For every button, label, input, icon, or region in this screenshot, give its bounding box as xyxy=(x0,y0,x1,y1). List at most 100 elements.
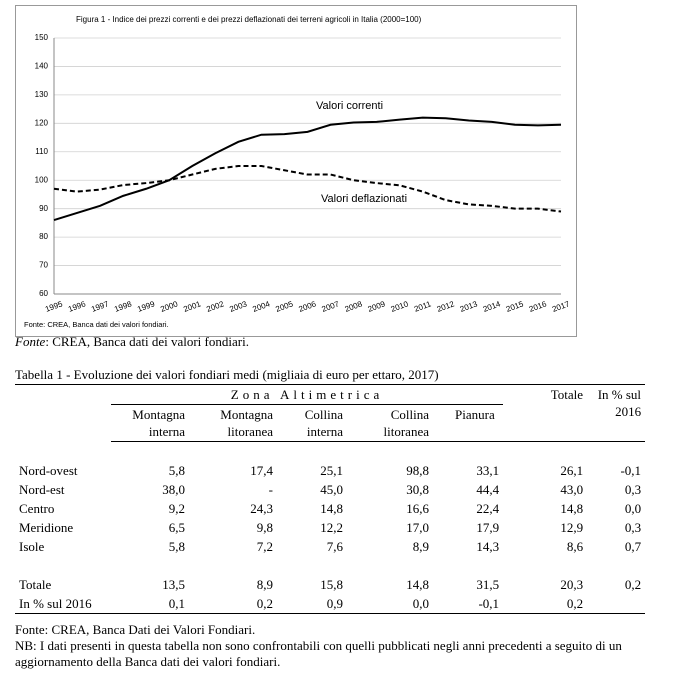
chart-title: Figura 1 - Indice dei prezzi correnti e … xyxy=(76,15,422,24)
cell: 0,2 xyxy=(189,594,277,614)
cell: 24,3 xyxy=(250,501,273,516)
source-text: : CREA, Banca dati dei valori fondiari. xyxy=(45,334,249,349)
table-row: Centro 9,2 24,3 14,8 16,6 22,4 14,8 0,0 xyxy=(15,499,645,518)
source-label: Fonte xyxy=(15,334,46,349)
x-tick-label: 2008 xyxy=(344,299,364,314)
cell: 0,9 xyxy=(277,594,347,614)
cell: 14,3 xyxy=(476,539,500,554)
cell: 16,6 xyxy=(406,501,429,516)
x-tick-label: 2016 xyxy=(528,299,548,314)
x-tick-label: 2006 xyxy=(297,299,317,314)
cell: 14,8 xyxy=(320,501,343,516)
chart: Figura 1 - Indice dei prezzi correnti e … xyxy=(15,5,577,337)
data-table: Zona Altimetrica Totale In % sul 2016 Monta… xyxy=(15,384,646,614)
y-tick-label: 60 xyxy=(39,289,48,298)
cell: 0,0 xyxy=(624,501,642,516)
cell: 0,0 xyxy=(347,594,433,614)
x-tick-label: 2000 xyxy=(159,299,179,314)
cell: 0,3 xyxy=(624,482,642,497)
cell: 17,9 xyxy=(476,520,500,535)
column-header: In % sul 2016 xyxy=(587,384,646,442)
x-tick-label: 2003 xyxy=(228,299,248,314)
row-label: Isole xyxy=(19,539,45,554)
y-tick-label: 140 xyxy=(35,62,49,71)
table-title: Tabella 1 - Evoluzione dei valori fondia… xyxy=(15,367,439,382)
cell: 0,1 xyxy=(111,594,189,614)
x-tick-label: 2011 xyxy=(413,299,433,314)
row-label: Centro xyxy=(19,501,55,516)
y-tick-label: 100 xyxy=(35,175,49,184)
table-row: Totale 13,5 8,9 15,8 14,8 31,5 20,3 0,2 xyxy=(15,575,645,594)
x-tick-label: 2009 xyxy=(367,299,387,314)
cell: 17,0 xyxy=(406,520,429,535)
cell: 5,8 xyxy=(168,463,185,478)
y-tick-label: 80 xyxy=(39,232,48,241)
spacer-row xyxy=(15,442,645,462)
note: Fonte: CREA, Banca Dati dei Valori Fondi… xyxy=(15,622,256,637)
x-tick-label: 2012 xyxy=(436,299,456,314)
cell: 14,8 xyxy=(406,577,429,592)
x-tick-label: 2017 xyxy=(551,299,571,314)
series-label: Valori deflazionati xyxy=(321,193,407,205)
cell: 38,0 xyxy=(162,482,185,497)
chart-source: Fonte: CREA, Banca dati dei valori fondi… xyxy=(24,320,169,329)
cell: - xyxy=(268,482,273,497)
column-header: Montagna interna xyxy=(111,404,189,442)
empty-cell xyxy=(15,442,645,462)
x-tick-label: 2014 xyxy=(482,299,502,314)
cell: 25,1 xyxy=(320,463,343,478)
y-tick-label: 150 xyxy=(35,33,49,42)
cell: 26,1 xyxy=(560,463,584,478)
cell: 30,8 xyxy=(406,482,429,497)
table-row: Nord-est 38,0 - 45,0 30,8 44,4 43,0 0,3 xyxy=(15,480,645,499)
cell: 5,8 xyxy=(168,539,185,554)
x-tick-label: 2005 xyxy=(274,299,294,314)
column-header: Pianura xyxy=(433,404,504,442)
header-row: Zona Altimetrica Totale In % sul 2016 xyxy=(15,384,646,442)
x-tick-label: 2004 xyxy=(251,299,271,314)
cell: 14,8 xyxy=(560,501,584,516)
x-tick-label: 2015 xyxy=(505,299,525,314)
cell: 22,4 xyxy=(476,501,500,516)
cell: 20,3 xyxy=(560,577,584,592)
cell: 33,1 xyxy=(476,463,500,478)
cell xyxy=(587,594,646,614)
row-label: Totale xyxy=(19,577,52,592)
cell: 8,9 xyxy=(256,577,273,592)
row-label: Nord-ovest xyxy=(19,463,78,478)
empty-cell xyxy=(15,556,645,575)
series-line xyxy=(53,165,562,213)
column-header: Totale xyxy=(503,384,588,442)
row-label: In % sul 2016 xyxy=(15,594,111,614)
cell: 7,2 xyxy=(256,539,273,554)
table-row: In % sul 2016 0,1 0,2 0,9 0,0 -0,1 0,2 xyxy=(15,594,646,614)
x-tick-label: 2002 xyxy=(205,299,225,314)
x-tick-label: 1996 xyxy=(67,299,87,314)
notes: Fonte: CREA, Banca Dati dei Valori Fondi… xyxy=(15,622,685,670)
x-tick-label: 2013 xyxy=(459,299,479,314)
cell: 9,8 xyxy=(256,520,273,535)
cell: 9,2 xyxy=(168,501,185,516)
figure-source: Fonte: CREA, Banca dati dei valori fondi… xyxy=(15,334,249,350)
cell: -0,1 xyxy=(620,463,642,478)
y-tick-label: 70 xyxy=(39,261,48,270)
y-tick-label: 110 xyxy=(35,147,48,156)
table-row: Isole 5,8 7,2 7,6 8,9 14,3 8,6 0,7 xyxy=(15,537,645,556)
series-line xyxy=(53,116,562,221)
cell: -0,1 xyxy=(433,594,504,614)
x-tick-label: 2010 xyxy=(390,299,410,314)
cell: 15,8 xyxy=(320,577,343,592)
y-tick-label: 90 xyxy=(39,204,48,213)
x-tick-label: 1997 xyxy=(90,299,110,314)
x-tick-label: 2001 xyxy=(182,299,202,314)
cell: 17,4 xyxy=(250,463,273,478)
note: NB: I dati presenti in questa tabella no… xyxy=(15,638,622,669)
cell: 0,3 xyxy=(624,520,642,535)
table-row: Nord-ovest 5,8 17,4 25,1 98,8 33,1 26,1 -0,1 xyxy=(15,461,645,480)
group-header: Zona Altimetrica xyxy=(111,384,504,405)
cell: 12,2 xyxy=(320,520,343,535)
x-tick-label: 1995 xyxy=(44,299,64,314)
table-row: Meridione 6,5 9,8 12,2 17,0 17,9 12,9 0,3 xyxy=(15,518,645,537)
y-tick-label: 120 xyxy=(35,118,49,127)
cell: 12,9 xyxy=(560,520,584,535)
